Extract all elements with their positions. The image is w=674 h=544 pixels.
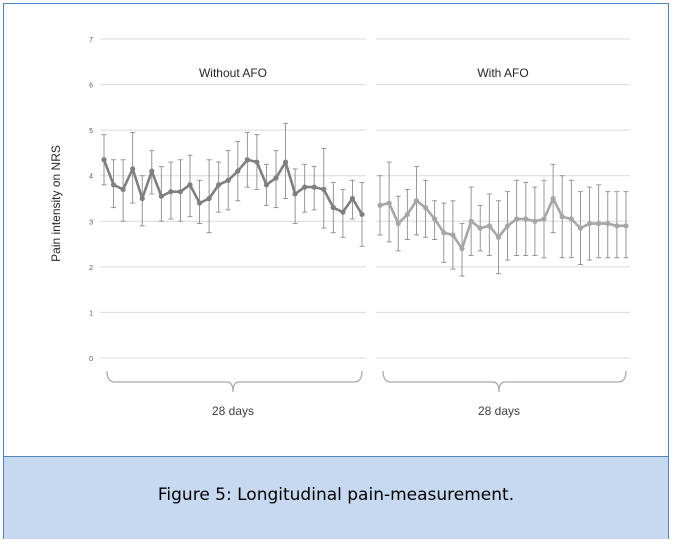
data-point-1-8 <box>450 232 456 238</box>
data-point-1-7 <box>441 230 447 236</box>
caption-box: Figure 5: Longitudinal pain-measurement. <box>4 456 668 539</box>
figure-frame: 0 1 2 3 4 5 6 7 Pain intensity on NRS Without AFO… <box>3 3 669 539</box>
data-point-0-24 <box>330 205 336 211</box>
y-tick-label-7: 7 <box>89 37 93 44</box>
data-point-0-0 <box>101 157 107 163</box>
data-point-0-12 <box>216 182 222 188</box>
data-point-1-5 <box>422 205 429 211</box>
x-axis-label-1: 28 days <box>478 404 520 418</box>
data-point-0-21 <box>302 184 308 190</box>
data-point-1-0 <box>377 202 383 208</box>
data-point-0-18 <box>273 175 279 181</box>
data-point-1-21 <box>568 216 574 222</box>
data-point-0-1 <box>110 182 117 188</box>
data-point-1-6 <box>432 216 438 222</box>
chart-area: 0 1 2 3 4 5 6 7 Pain intensity on NRS Without AFO… <box>4 4 668 456</box>
panel-title-1: With AFO <box>477 66 528 80</box>
data-point-0-8 <box>177 189 184 195</box>
data-point-0-15 <box>244 157 250 163</box>
data-point-1-11 <box>477 225 483 231</box>
data-point-0-4 <box>139 195 145 202</box>
data-point-0-14 <box>235 168 241 174</box>
data-point-0-10 <box>196 200 203 206</box>
data-point-1-1 <box>386 200 392 206</box>
y-tick-label-5: 5 <box>89 128 93 135</box>
data-point-0-6 <box>158 193 164 199</box>
series-line-0 <box>102 158 364 216</box>
y-tick-label-6: 6 <box>89 83 93 90</box>
data-point-0-2 <box>120 186 126 192</box>
data-point-1-24 <box>596 220 602 227</box>
y-tick-label-0: 0 <box>89 356 93 363</box>
data-point-1-3 <box>404 211 410 218</box>
y-tick-label-1: 1 <box>89 310 93 317</box>
data-point-0-22 <box>311 184 317 190</box>
data-point-1-12 <box>486 223 492 229</box>
series-line-1 <box>379 197 626 250</box>
data-point-0-20 <box>292 191 298 197</box>
data-point-1-18 <box>541 216 547 222</box>
data-point-0-25 <box>340 209 346 215</box>
data-point-1-25 <box>605 220 611 227</box>
data-point-1-2 <box>395 220 401 227</box>
y-axis-label: Pain intensity on NRS <box>49 145 63 262</box>
data-point-1-17 <box>532 218 538 224</box>
data-point-0-19 <box>282 159 289 165</box>
panel-title-0: Without AFO <box>199 66 267 80</box>
data-point-0-3 <box>130 166 136 172</box>
data-point-0-7 <box>168 189 174 195</box>
data-point-0-23 <box>321 186 327 192</box>
data-point-1-13 <box>495 234 502 240</box>
data-point-0-13 <box>225 177 231 183</box>
data-point-1-14 <box>504 223 511 229</box>
data-point-0-9 <box>187 182 193 188</box>
data-point-1-10 <box>468 218 474 224</box>
data-point-0-11 <box>206 195 212 202</box>
data-point-0-26 <box>349 195 356 202</box>
data-point-0-27 <box>359 211 365 218</box>
data-point-1-16 <box>523 216 529 222</box>
x-axis-label-0: 28 days <box>212 404 254 418</box>
data-point-1-23 <box>586 220 593 227</box>
figure-caption: Figure 5: Longitudinal pain-measurement. <box>157 485 515 505</box>
y-tick-label-3: 3 <box>89 219 93 226</box>
data-point-1-4 <box>413 198 420 204</box>
brace-0 <box>106 370 363 393</box>
data-point-1-20 <box>559 214 565 220</box>
data-point-1-26 <box>614 223 620 229</box>
pain-chart: 0 1 2 3 4 5 6 7 Pain intensity on NRS Without AFO… <box>49 37 630 418</box>
data-point-0-17 <box>263 182 270 188</box>
y-tick-label-2: 2 <box>89 265 93 272</box>
data-point-1-27 <box>623 223 629 229</box>
data-point-1-15 <box>514 216 520 222</box>
brace-1 <box>382 370 627 393</box>
data-point-1-9 <box>459 246 465 252</box>
data-point-1-22 <box>577 225 584 231</box>
y-tick-label-4: 4 <box>89 174 93 181</box>
data-point-0-5 <box>149 168 155 174</box>
data-point-0-16 <box>254 159 260 165</box>
data-point-1-19 <box>550 195 556 202</box>
